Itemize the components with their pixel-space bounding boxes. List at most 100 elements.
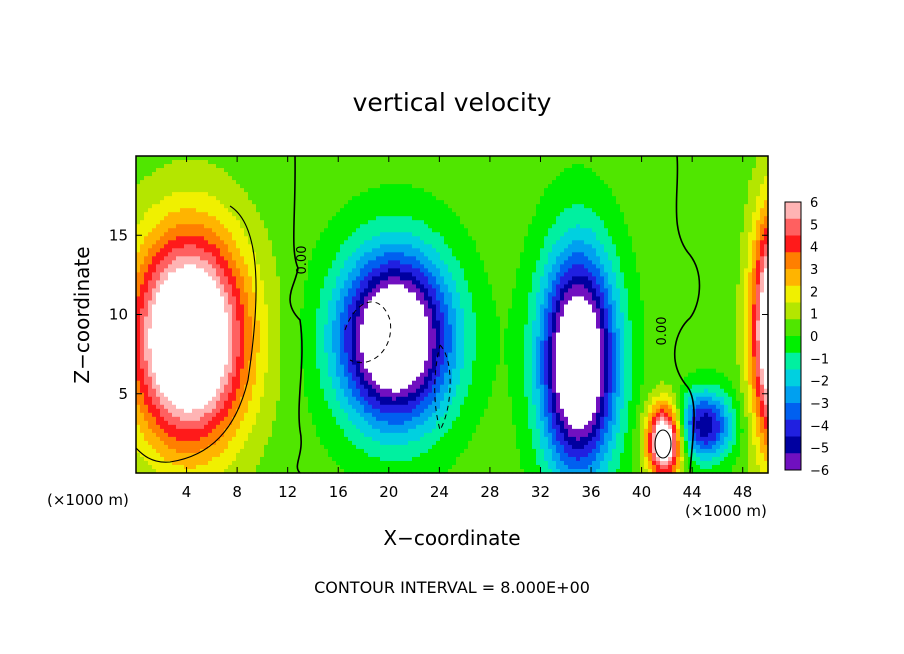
field-cell xyxy=(340,380,345,386)
field-cell xyxy=(272,344,277,350)
field-cell xyxy=(372,292,377,298)
field-cell xyxy=(372,348,377,354)
field-cell xyxy=(208,236,213,241)
field-cell xyxy=(196,356,201,362)
field-cell xyxy=(248,268,253,273)
field-cell xyxy=(312,416,317,422)
field-cell xyxy=(308,308,313,314)
field-cell xyxy=(272,220,277,225)
field-cell xyxy=(276,252,281,257)
field-cell xyxy=(292,376,297,382)
field-cell xyxy=(172,408,177,414)
field-cell xyxy=(304,212,309,217)
field-cell xyxy=(340,356,345,362)
field-cell xyxy=(252,420,257,426)
field-cell xyxy=(308,416,313,422)
field-cell xyxy=(320,424,325,430)
field-cell xyxy=(260,220,265,225)
field-cell xyxy=(136,324,141,330)
field-cell xyxy=(144,384,149,390)
field-cell xyxy=(268,432,273,438)
field-cell xyxy=(136,464,141,470)
field-cell xyxy=(376,200,381,205)
field-cell xyxy=(316,352,321,358)
field-cell xyxy=(220,388,225,394)
field-cell xyxy=(136,448,141,454)
field-cell xyxy=(160,180,165,185)
field-cell xyxy=(252,300,257,306)
field-cell xyxy=(188,328,193,334)
field-cell xyxy=(332,180,337,185)
field-cell xyxy=(320,232,325,237)
field-cell xyxy=(360,400,365,406)
field-cell xyxy=(384,180,389,185)
field-cell xyxy=(340,336,345,342)
field-cell xyxy=(308,288,313,294)
field-cell xyxy=(348,228,353,233)
field-cell xyxy=(288,428,293,434)
field-cell xyxy=(244,380,249,386)
field-cell xyxy=(236,312,241,318)
field-cell xyxy=(376,308,381,314)
field-cell xyxy=(256,204,261,209)
field-cell xyxy=(136,288,141,294)
field-cell xyxy=(380,316,385,322)
field-cell xyxy=(284,364,289,370)
field-cell xyxy=(336,408,341,414)
field-cell xyxy=(348,400,353,406)
field-cell xyxy=(184,448,189,454)
field-cell xyxy=(208,220,213,225)
field-cell xyxy=(304,304,309,310)
field-cell xyxy=(236,320,241,326)
field-cell xyxy=(224,316,229,322)
field-cell xyxy=(260,468,265,474)
field-cell xyxy=(284,456,289,462)
field-cell xyxy=(324,436,329,442)
field-cell xyxy=(324,204,329,209)
field-cell xyxy=(164,180,169,185)
field-cell xyxy=(160,396,165,402)
field-cell xyxy=(248,176,253,181)
field-cell xyxy=(292,396,297,402)
field-cell xyxy=(364,364,369,370)
field-cell xyxy=(228,236,233,241)
field-cell xyxy=(352,240,357,245)
field-cell xyxy=(204,180,209,185)
field-cell xyxy=(344,368,349,374)
field-cell xyxy=(204,404,209,410)
field-cell xyxy=(364,332,369,338)
field-cell xyxy=(268,260,273,265)
field-cell xyxy=(320,252,325,257)
field-cell xyxy=(160,384,165,390)
field-cell xyxy=(284,400,289,406)
field-cell xyxy=(324,156,329,161)
field-cell xyxy=(188,192,193,197)
field-cell xyxy=(192,224,197,229)
field-cell xyxy=(212,448,217,454)
field-cell xyxy=(172,200,177,205)
field-cell xyxy=(260,408,265,414)
field-cell xyxy=(140,220,145,225)
field-cell xyxy=(164,372,169,378)
field-cell xyxy=(204,276,209,281)
field-cell xyxy=(340,180,345,185)
field-cell xyxy=(324,424,329,430)
field-cell xyxy=(368,420,373,426)
field-cell xyxy=(168,400,173,406)
field-cell xyxy=(168,168,173,173)
field-cell xyxy=(236,216,241,221)
field-cell xyxy=(228,320,233,326)
field-cell xyxy=(328,336,333,342)
field-cell xyxy=(364,368,369,374)
field-cell xyxy=(272,388,277,394)
field-cell xyxy=(276,232,281,237)
field-cell xyxy=(144,336,149,342)
field-cell xyxy=(156,396,161,402)
field-cell xyxy=(156,420,161,426)
field-cell xyxy=(264,464,269,470)
field-cell xyxy=(268,252,273,257)
field-cell xyxy=(220,376,225,382)
field-cell xyxy=(336,388,341,394)
field-cell xyxy=(236,344,241,350)
field-cell xyxy=(184,332,189,338)
